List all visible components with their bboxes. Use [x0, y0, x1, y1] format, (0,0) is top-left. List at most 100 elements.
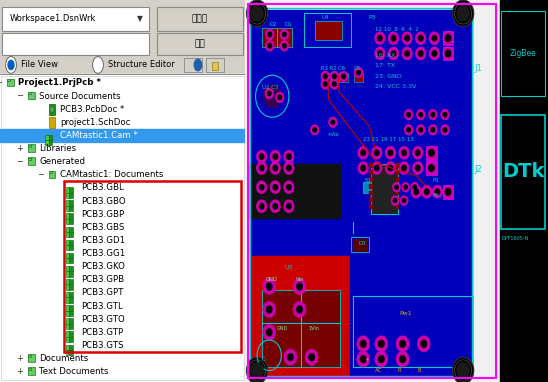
Bar [66, 227, 70, 232]
Circle shape [402, 47, 412, 60]
Bar [66, 337, 70, 342]
Circle shape [321, 79, 329, 89]
Bar [277, 28, 292, 47]
Circle shape [329, 117, 337, 127]
Bar [28, 354, 35, 362]
Bar [66, 206, 70, 211]
Bar [66, 350, 70, 355]
Bar [66, 284, 70, 290]
Circle shape [391, 36, 396, 41]
Bar [70, 258, 73, 264]
Bar [66, 311, 70, 316]
Circle shape [375, 150, 379, 155]
Text: Vin: Vin [296, 277, 304, 282]
Circle shape [263, 279, 275, 294]
Circle shape [453, 0, 474, 27]
Bar [66, 245, 70, 250]
Circle shape [273, 154, 277, 159]
Circle shape [391, 196, 398, 205]
Circle shape [446, 51, 450, 56]
Circle shape [5, 57, 16, 73]
Text: J2: J2 [475, 165, 482, 175]
Circle shape [194, 59, 202, 71]
Circle shape [313, 128, 316, 132]
Circle shape [443, 32, 453, 44]
Circle shape [266, 41, 274, 51]
Bar [370, 164, 398, 214]
Circle shape [333, 82, 336, 86]
Circle shape [453, 357, 474, 382]
Circle shape [429, 110, 437, 120]
Circle shape [401, 196, 408, 205]
Circle shape [429, 150, 433, 155]
Bar [66, 298, 70, 303]
Bar [66, 253, 70, 258]
Circle shape [397, 351, 409, 367]
Bar [249, 10, 472, 256]
Circle shape [311, 125, 318, 135]
Circle shape [323, 74, 327, 79]
Bar [66, 232, 70, 237]
Bar [339, 73, 348, 82]
Bar [70, 240, 73, 245]
Circle shape [389, 32, 398, 44]
Circle shape [287, 165, 291, 171]
Circle shape [372, 147, 381, 159]
Bar [49, 135, 52, 140]
Circle shape [446, 36, 450, 41]
Bar [28, 158, 31, 160]
Text: −: − [0, 78, 2, 87]
Circle shape [386, 162, 395, 174]
Bar [396, 170, 398, 174]
Circle shape [257, 200, 266, 212]
Text: D2: D2 [270, 22, 277, 27]
Circle shape [412, 186, 421, 198]
Circle shape [400, 340, 406, 347]
Circle shape [395, 185, 398, 189]
Bar [70, 311, 73, 316]
Circle shape [268, 32, 272, 37]
Bar [28, 368, 31, 370]
Bar [249, 8, 472, 376]
Bar [66, 214, 70, 219]
Circle shape [247, 0, 267, 27]
Bar [28, 367, 35, 375]
Circle shape [259, 165, 264, 171]
Circle shape [251, 6, 263, 21]
Circle shape [407, 128, 410, 132]
Circle shape [281, 41, 288, 51]
Bar [66, 266, 70, 271]
Bar [70, 305, 73, 311]
Bar [28, 92, 31, 94]
Circle shape [399, 147, 409, 159]
Bar [443, 47, 453, 60]
Circle shape [375, 351, 387, 367]
Circle shape [415, 150, 420, 155]
Bar [66, 271, 70, 277]
Circle shape [419, 36, 423, 41]
Circle shape [413, 185, 416, 189]
Bar [369, 184, 372, 188]
Text: 23: GND: 23: GND [375, 74, 401, 79]
Text: Workspace1.DsnWrk: Workspace1.DsnWrk [10, 14, 96, 23]
Bar [352, 296, 472, 367]
Bar [206, 58, 224, 72]
Text: 23 21 19 17 15 13: 23 21 19 17 15 13 [363, 136, 414, 142]
Circle shape [389, 47, 398, 60]
Bar [66, 292, 70, 298]
Circle shape [293, 302, 306, 317]
Bar [0, 55, 245, 74]
Circle shape [435, 189, 439, 194]
Circle shape [402, 183, 409, 192]
Circle shape [419, 112, 423, 117]
Circle shape [283, 32, 286, 37]
Text: +: + [364, 357, 369, 363]
Circle shape [361, 165, 366, 171]
Circle shape [257, 181, 266, 193]
Circle shape [263, 85, 281, 108]
Bar [363, 182, 375, 193]
Text: GND: GND [266, 277, 277, 282]
Bar [49, 140, 52, 146]
Circle shape [268, 44, 272, 48]
Bar [70, 227, 73, 232]
